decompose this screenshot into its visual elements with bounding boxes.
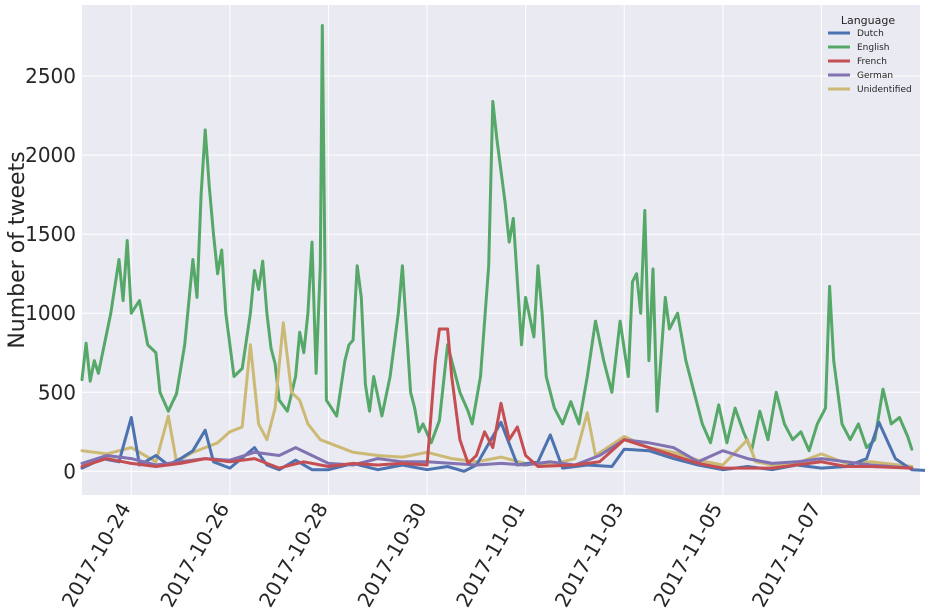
x-tick-labels: 2017-10-24 2017-10-26 2017-10-28 2017-10-30…: [57, 499, 826, 609]
grid-lines: [82, 5, 920, 495]
y-tick-label: 1000: [25, 301, 76, 325]
series-line-english: [80, 24, 914, 453]
legend-label-unidentified: Unidentified: [857, 85, 912, 95]
series-lines: [80, 24, 925, 473]
y-tick-label: 2000: [25, 143, 76, 167]
legend-label-english: English: [857, 43, 890, 53]
x-tick-label: 2017-10-28: [254, 499, 333, 609]
legend-label-dutch: Dutch: [857, 29, 884, 39]
x-tick-label: 2017-11-05: [648, 499, 727, 609]
legend-title: Language: [841, 14, 896, 27]
legend-items: Dutch English French German Unidentified: [828, 29, 912, 95]
y-tick-label: 500: [38, 380, 76, 404]
legend-label-german: German: [857, 71, 893, 81]
legend: Language Dutch English French German Unident…: [828, 14, 912, 95]
y-axis-label: Number of tweets: [5, 151, 30, 348]
series-line-french: [80, 327, 914, 470]
x-tick-label: 2017-10-30: [352, 499, 431, 609]
x-tick-label: 2017-10-26: [155, 499, 234, 609]
y-tick-label: 2500: [25, 64, 76, 88]
x-tick-label: 2017-11-01: [451, 499, 530, 609]
legend-label-french: French: [857, 57, 887, 67]
x-tick-label: 2017-10-24: [57, 499, 136, 609]
y-tick-labels: 0 500 1000 1500 2000 2500: [25, 64, 76, 483]
series-line-unidentified: [80, 321, 914, 468]
y-tick-label: 0: [63, 459, 76, 483]
y-tick-label: 1500: [25, 222, 76, 246]
x-tick-label: 2017-11-07: [747, 499, 826, 609]
x-tick-label: 2017-11-03: [550, 499, 629, 609]
